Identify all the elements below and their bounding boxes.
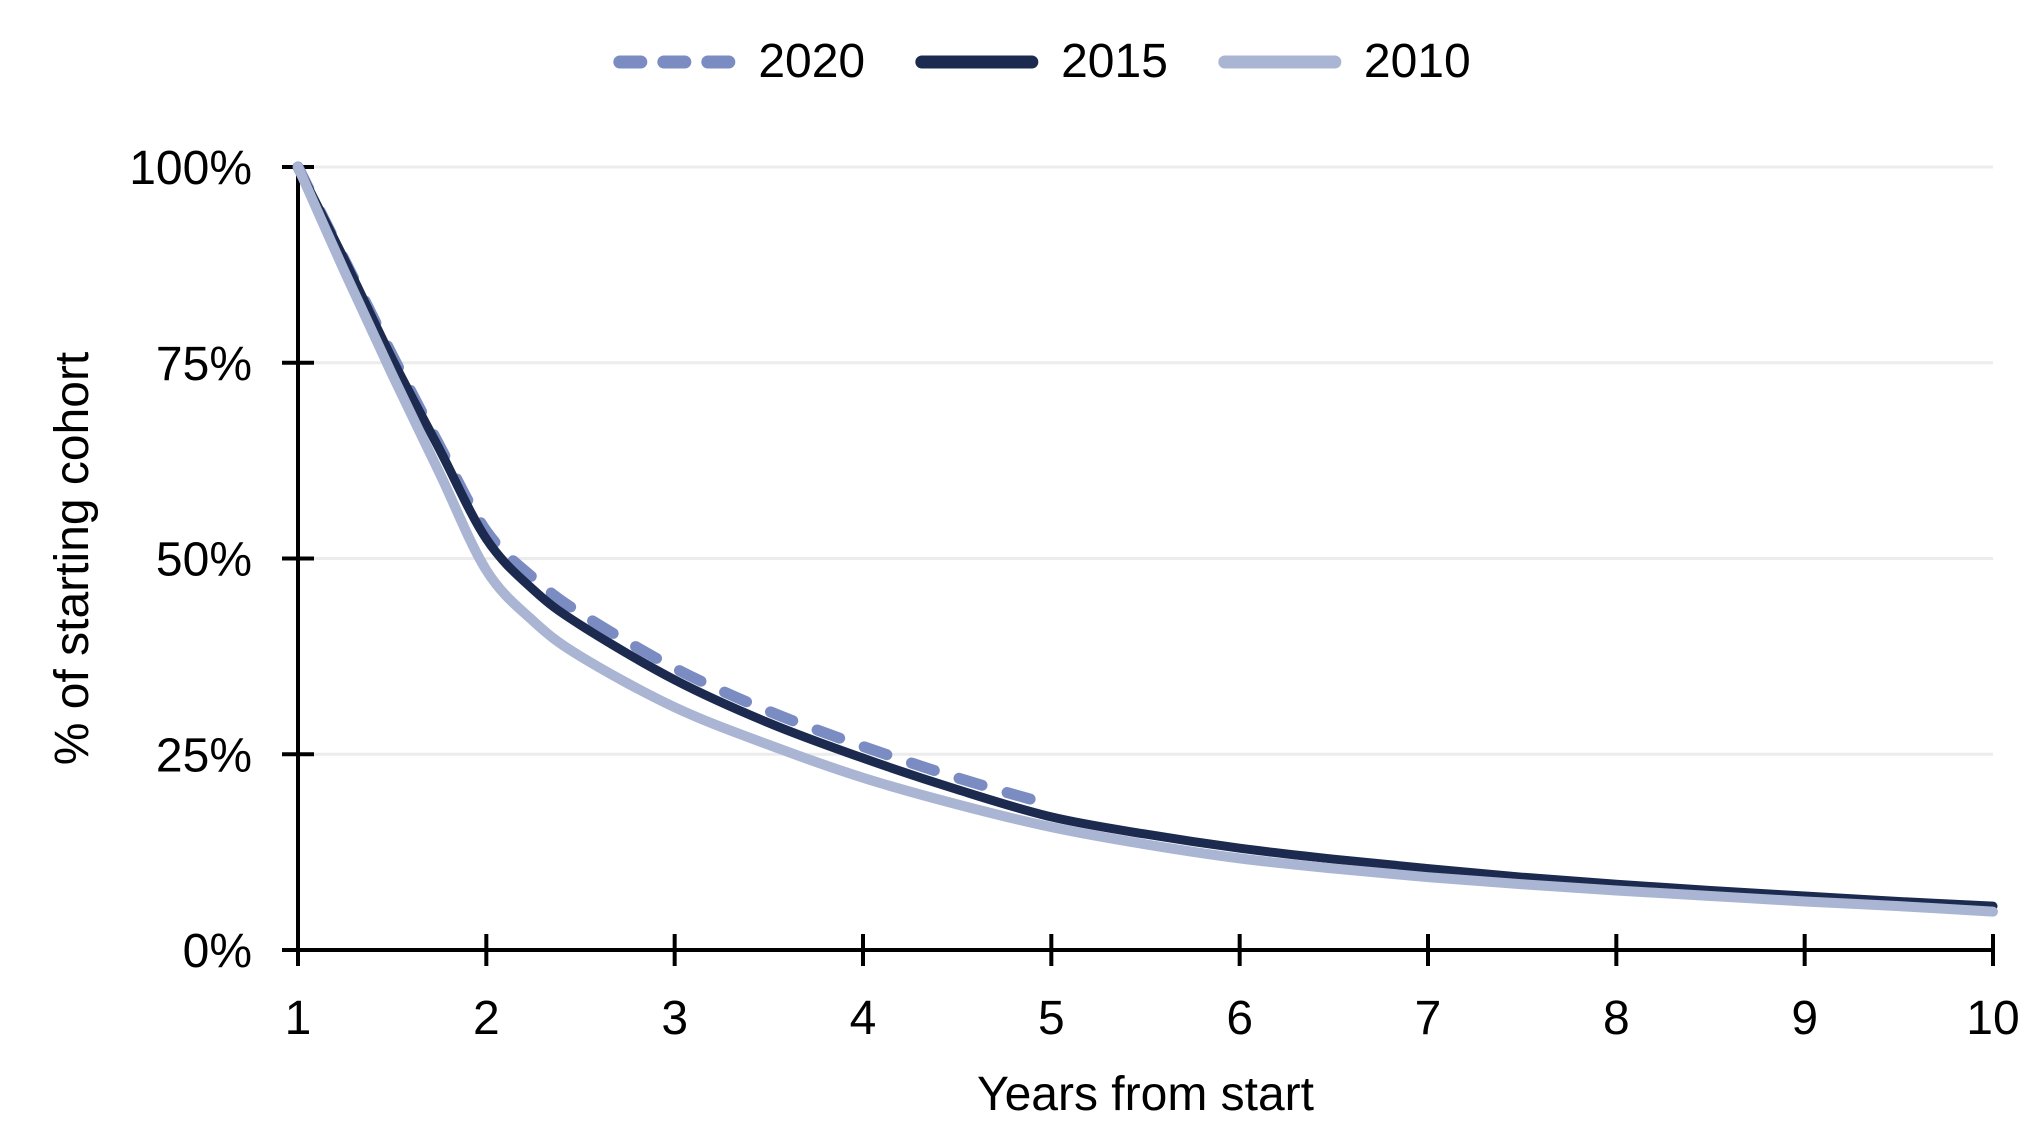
x-tick-label: 7 xyxy=(1415,992,1442,1045)
y-tick-label: 100% xyxy=(129,142,252,195)
series-line-2020 xyxy=(292,161,1057,811)
x-tick-label: 3 xyxy=(661,992,688,1045)
y-axis-title: % of starting cohort xyxy=(46,352,99,766)
y-tick-label: 0% xyxy=(183,925,252,978)
dashed-line-swatch xyxy=(612,55,736,69)
solid-line-swatch xyxy=(1218,55,1342,69)
x-tick-label: 4 xyxy=(850,992,877,1045)
series-line-2015 xyxy=(293,162,1998,911)
y-tick-label: 25% xyxy=(156,729,252,782)
x-tick-label: 1 xyxy=(285,992,312,1045)
x-tick-label: 10 xyxy=(1966,992,2019,1045)
legend-label-2015: 2015 xyxy=(1061,35,1168,88)
series-line-2010 xyxy=(293,162,1998,917)
x-tick-label: 8 xyxy=(1603,992,1630,1045)
x-axis-title: Years from start xyxy=(977,1068,1314,1121)
legend-label-2020: 2020 xyxy=(758,35,866,88)
y-tick-label: 75% xyxy=(156,338,252,391)
solid-line-swatch xyxy=(915,55,1039,69)
x-tick-label: 5 xyxy=(1038,992,1065,1045)
legend-item-2015: 2015 xyxy=(915,38,1168,86)
legend-label-2010: 2010 xyxy=(1363,35,1471,88)
x-tick-label: 2 xyxy=(473,992,500,1045)
legend-item-2010: 2010 xyxy=(1218,38,1471,86)
x-tick-label: 6 xyxy=(1226,992,1253,1045)
legend-item-2020: 2020 xyxy=(612,38,865,86)
chart-legend: 2020 2015 2010 xyxy=(612,38,1471,86)
y-tick-label: 50% xyxy=(156,534,252,587)
x-tick-label: 9 xyxy=(1791,992,1818,1045)
